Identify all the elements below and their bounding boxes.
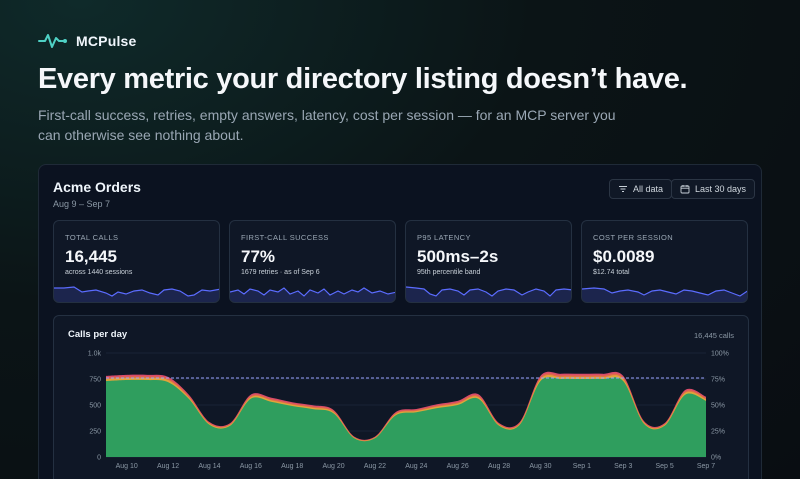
y-tick-label: 1.0k (88, 351, 102, 358)
calls-per-day-chart: Calls per day 16,445 calls 0 250 500 750 1.0… (53, 315, 749, 479)
x-tick-label: Aug 20 (322, 463, 344, 470)
x-tick-label: Aug 22 (364, 463, 386, 470)
x-tick-label: Sep 5 (655, 463, 673, 470)
date-range: Aug 9 – Sep 7 (53, 199, 111, 209)
sparkline (54, 286, 219, 302)
y2-tick-label: 0% (711, 455, 721, 462)
x-tick-label: Sep 7 (697, 463, 715, 470)
chart-total-calls: 16,445 calls (693, 331, 734, 340)
metric-label: COST PER SESSION (593, 233, 674, 242)
area-success (106, 377, 706, 457)
y2-tick-label: 100% (711, 351, 729, 358)
metric-value: 500ms–2s (417, 247, 499, 266)
filter-icon (619, 186, 627, 192)
x-tick-label: Aug 10 (116, 463, 138, 470)
y-tick-label: 0 (97, 455, 101, 462)
x-tick-label: Sep 1 (573, 463, 591, 470)
x-tick-label: Aug 18 (281, 463, 303, 470)
metric-label: P95 LATENCY (417, 233, 471, 242)
x-tick-label: Aug 28 (488, 463, 510, 470)
x-tick-label: Aug 24 (405, 463, 427, 470)
x-tick-label: Aug 12 (157, 463, 179, 470)
calendar-icon (680, 185, 690, 194)
metric-card-first-call-success[interactable]: FIRST-CALL SUCCESS 77% 1679 retries · as… (229, 220, 396, 303)
page-headline: Every metric your directory listing does… (38, 63, 688, 95)
all-data-label: All data (633, 184, 664, 194)
sparkline (406, 286, 571, 302)
x-tick-label: Sep 3 (614, 463, 632, 470)
y-tick-label: 750 (89, 377, 101, 384)
y2-tick-label: 75% (711, 377, 725, 384)
metric-subtext: across 1440 sessions (65, 269, 133, 276)
metric-subtext: 1679 retries · as of Sep 6 (241, 269, 320, 276)
metric-value: $0.0089 (593, 247, 655, 266)
x-tick-label: Aug 14 (198, 463, 220, 470)
y2-tick-label: 25% (711, 429, 725, 436)
x-tick-label: Aug 30 (529, 463, 551, 470)
sparkline (582, 287, 747, 302)
x-tick-label: Aug 16 (240, 463, 262, 470)
metric-label: TOTAL CALLS (65, 233, 119, 242)
last-30-days-button[interactable]: Last 30 days (671, 179, 756, 199)
metric-subtext: 95th percentile band (417, 269, 481, 276)
dashboard-panel: Acme Orders Aug 9 – Sep 7 All data Last … (38, 164, 762, 479)
metric-card-cost-per-session[interactable]: COST PER SESSION $0.0089 $12.74 total (581, 220, 748, 303)
y-tick-label: 500 (89, 403, 101, 410)
x-tick-label: Aug 26 (447, 463, 469, 470)
metric-card-total-calls[interactable]: TOTAL CALLS 16,445 across 1440 sessions (53, 220, 220, 303)
metric-subtext: $12.74 total (593, 269, 630, 276)
metric-card-p95-latency[interactable]: P95 LATENCY 500ms–2s 95th percentile ban… (405, 220, 572, 303)
y2-tick-label: 50% (711, 403, 725, 410)
sparkline (230, 287, 395, 302)
brand-name: MCPulse (76, 33, 137, 49)
last-30-days-label: Last 30 days (695, 184, 747, 194)
all-data-button[interactable]: All data (609, 179, 673, 199)
page-subhead: First-call success, retries, empty answe… (38, 107, 616, 143)
y-tick-label: 250 (89, 429, 101, 436)
metric-value: 77% (241, 247, 276, 266)
brand[interactable]: MCPulse (38, 32, 137, 50)
server-title: Acme Orders (53, 179, 141, 195)
metric-value: 16,445 (65, 247, 117, 266)
pulse-icon (38, 34, 67, 48)
metric-label: FIRST-CALL SUCCESS (241, 233, 329, 242)
chart-plot: 0 250 500 750 1.0k 0% 25% 50% 75% 100% Aug 10 Aug 1… (88, 351, 729, 471)
chart-title: Calls per day (68, 329, 128, 340)
